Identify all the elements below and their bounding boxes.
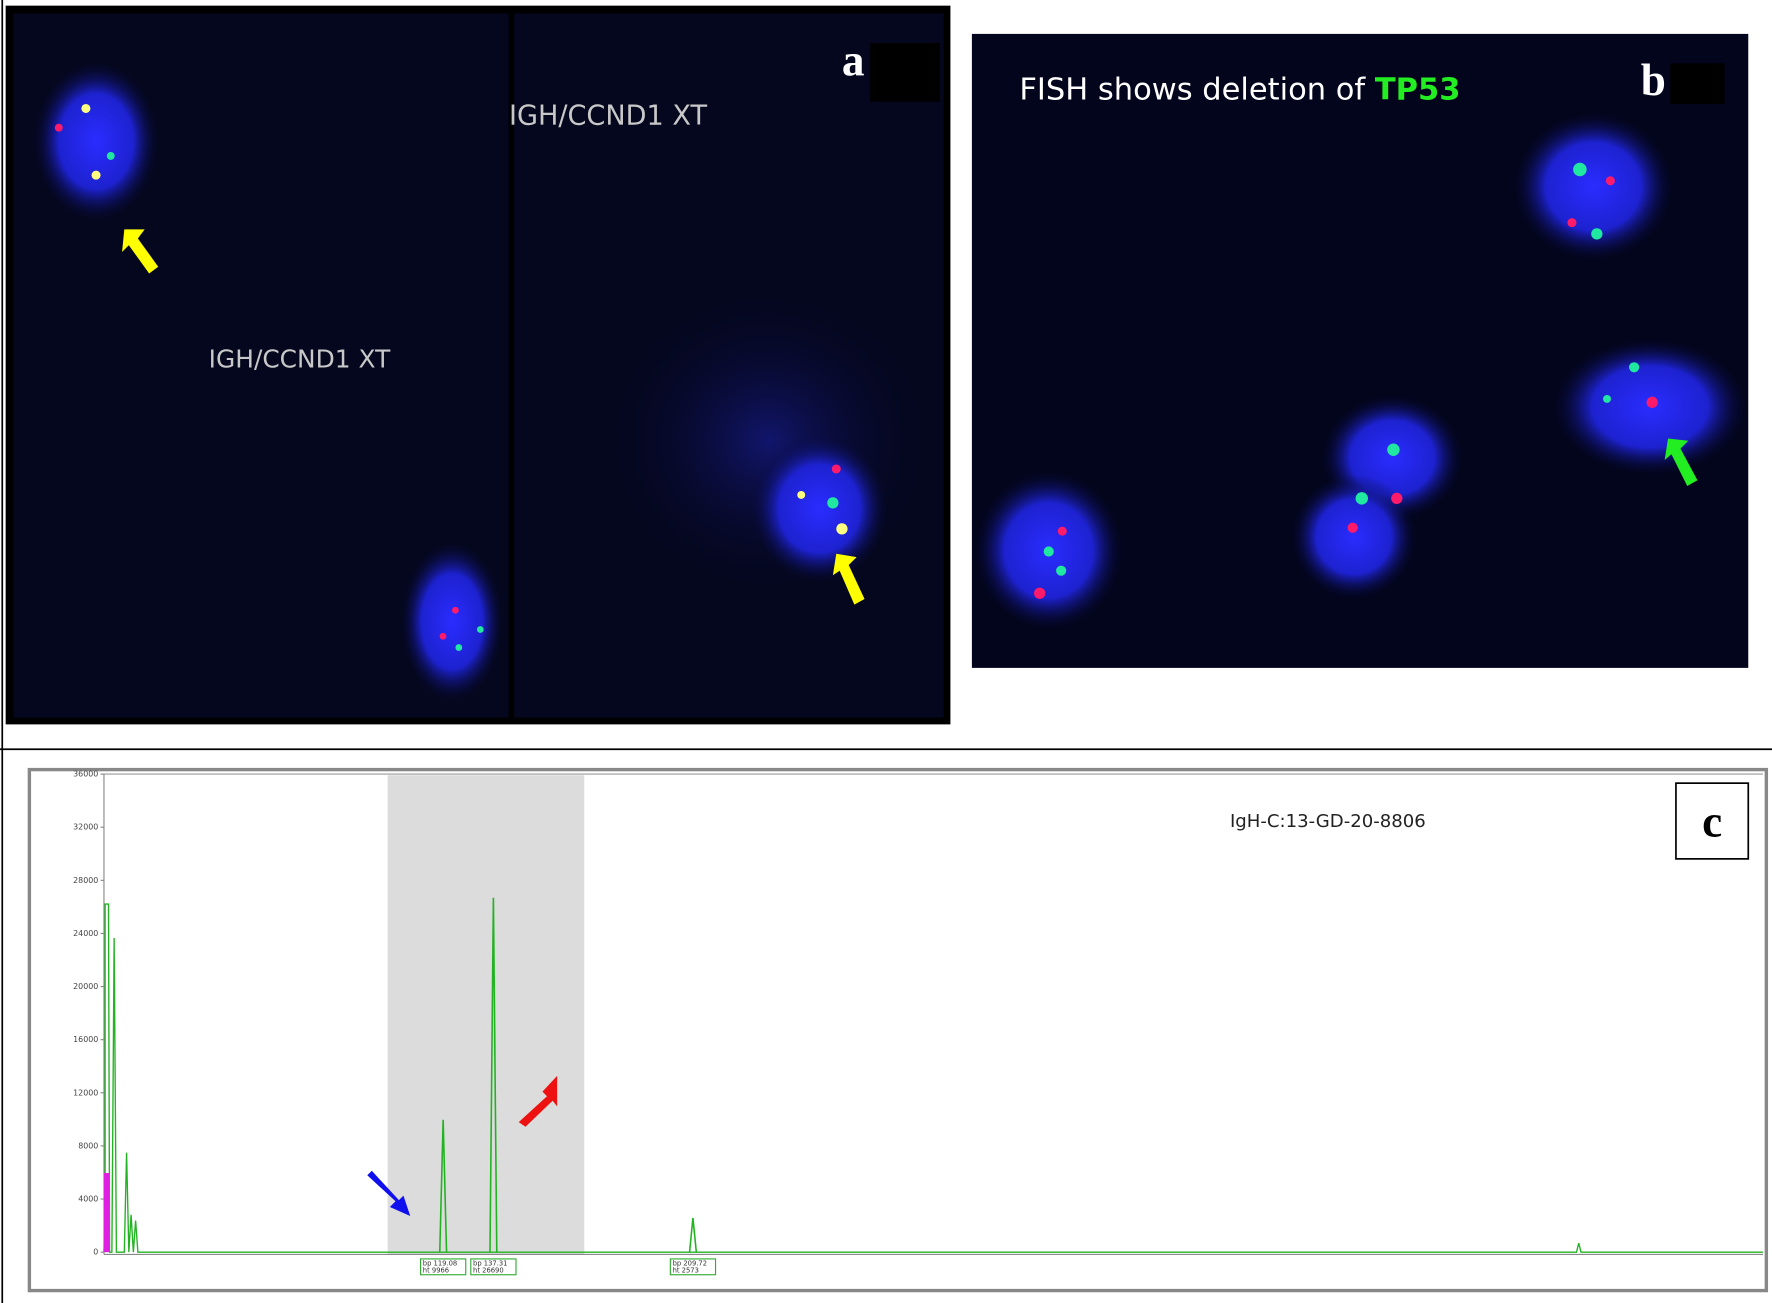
panel-label: a: [842, 36, 865, 86]
y-tick-label: 16000: [73, 1035, 98, 1044]
peak-label: ht 26690: [473, 1266, 504, 1274]
y-tick-label: 0: [93, 1248, 98, 1257]
y-tick-label: 4000: [78, 1195, 98, 1204]
peak-label-box: [470, 1258, 517, 1276]
caption-text: FISH shows deletion of: [1019, 72, 1375, 107]
arrow: [518, 1075, 558, 1127]
peak-label-box: [669, 1258, 717, 1276]
y-tick-label: 12000: [73, 1088, 98, 1097]
peak: [688, 1217, 698, 1253]
label-box: [1675, 782, 1750, 860]
caption: FISH shows deletion of TP53: [1019, 72, 1460, 107]
peak-label: bp 137.31: [473, 1260, 507, 1268]
arrow: [832, 553, 865, 605]
nucleus: [401, 542, 503, 701]
peak-label-box: [419, 1258, 467, 1276]
nucleus: [1291, 474, 1417, 599]
peak-label: ht 9966: [423, 1266, 449, 1274]
peak: [438, 1119, 448, 1253]
arrow: [122, 229, 159, 274]
size-window: [387, 775, 585, 1255]
signals: [54, 103, 848, 651]
label-bg: [1670, 63, 1725, 104]
y-tick-label: 20000: [73, 982, 98, 991]
y-tick-label: 36000: [73, 770, 98, 779]
frame: [27, 767, 1769, 1293]
y-tick-label: 8000: [78, 1141, 98, 1150]
peak-label: ht 2573: [673, 1266, 699, 1274]
peak-label: bp 119.08: [423, 1260, 457, 1268]
y-tick-label: 24000: [73, 929, 98, 938]
probe-label: IGH/CCND1 XT: [509, 100, 707, 131]
y-tick-label: 28000: [73, 876, 98, 885]
probe-label: IGH/CCND1 XT: [209, 344, 391, 373]
sample-id: IgH-C:13-GD-20-8806: [1230, 811, 1426, 832]
nucleus: [33, 62, 159, 221]
arrow: [367, 1170, 411, 1216]
nucleus: [1514, 113, 1673, 260]
label-bg: [870, 42, 941, 102]
nucleus: [751, 435, 888, 582]
peak-label: bp 209.72: [673, 1260, 707, 1268]
signals: [1034, 162, 1658, 599]
panel-b: FISH shows deletion of TP53 b: [971, 33, 1749, 668]
panel-c: IgH-C:13-GD-20-8806 c 0 4000 8000 12000 1600…: [27, 767, 1769, 1293]
panel-label: c: [1702, 796, 1722, 846]
arrow: [1664, 438, 1698, 486]
y-tick-label: 32000: [73, 823, 98, 832]
peak: [489, 897, 498, 1253]
panel-label: b: [1641, 55, 1666, 105]
primer-peak: [103, 1173, 110, 1253]
panel-a: IGH/CCND1 XT IGH/CCND1 XT a: [5, 5, 951, 725]
gene-name: TP53: [1375, 72, 1461, 107]
